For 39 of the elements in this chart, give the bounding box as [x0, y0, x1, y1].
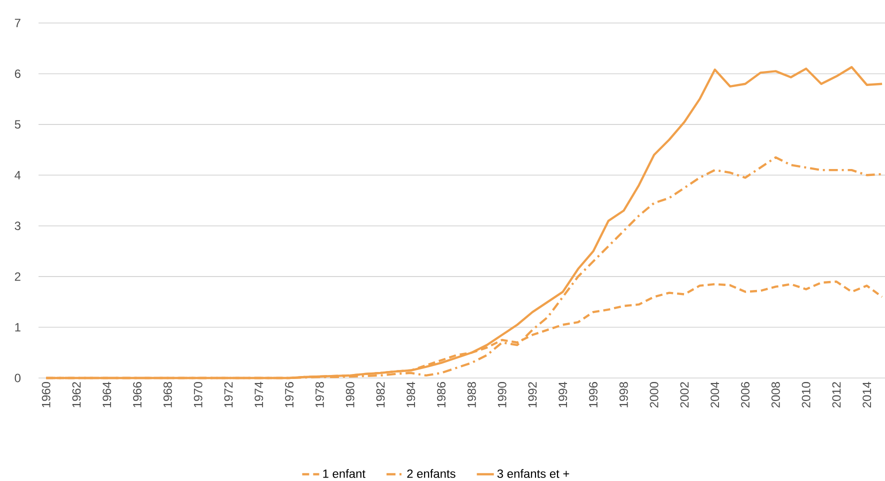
- x-tick-label: 2010: [802, 382, 810, 408]
- x-tick-label: 1978: [315, 382, 324, 408]
- x-tick-label: 1990: [498, 382, 506, 408]
- y-tick-label: 3: [14, 222, 20, 230]
- x-tick-label: 1960: [42, 382, 50, 408]
- x-tick-label: 1974: [254, 382, 264, 408]
- x-tick-label: 1986: [437, 382, 446, 408]
- x-tick-label: 1996: [589, 382, 598, 408]
- y-tick-label: 4: [14, 171, 21, 180]
- x-tick-label: 1968: [163, 382, 172, 408]
- x-tick-label: 1982: [376, 382, 385, 408]
- x-tick-label: 1994: [558, 382, 568, 408]
- x-tick-label: 1976: [285, 382, 294, 408]
- x-tick-label: 2002: [680, 382, 689, 408]
- x-tick-label: 2000: [650, 382, 658, 408]
- x-tick-label: 2004: [710, 382, 720, 408]
- y-tick-label: 5: [14, 120, 20, 129]
- x-tick-label: 2014: [862, 382, 872, 408]
- x-tick-label: 1984: [406, 382, 416, 408]
- y-tick-label: 2: [14, 272, 20, 281]
- y-tick-label: 6: [14, 69, 20, 78]
- y-tick-label: 0: [14, 374, 21, 382]
- x-tick-label: 1992: [528, 382, 537, 408]
- x-tick-label: 1998: [619, 382, 628, 408]
- legend-label: 2 enfants: [407, 469, 456, 478]
- x-tick-label: 2008: [771, 382, 780, 408]
- x-tick-label: 1972: [224, 382, 233, 408]
- x-tick-label: 2012: [832, 382, 841, 408]
- x-tick-label: 1980: [346, 382, 354, 408]
- x-tick-label: 1964: [102, 382, 112, 408]
- x-tick-label: 2006: [741, 382, 750, 408]
- y-tick-label: 7: [14, 18, 20, 28]
- x-tick-label: 1966: [133, 382, 142, 408]
- x-tick-label: 1962: [72, 382, 81, 408]
- legend-label: 1 enfant: [323, 469, 366, 478]
- x-tick-label: 1970: [194, 382, 202, 408]
- x-tick-label: 1988: [467, 382, 476, 408]
- legend-label: 3 enfants et +: [497, 469, 570, 478]
- y-tick-label: 1: [15, 323, 20, 332]
